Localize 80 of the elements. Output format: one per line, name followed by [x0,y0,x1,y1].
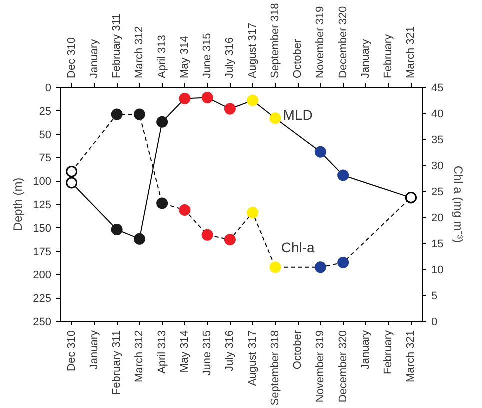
point [111,108,123,120]
y2-tick-label: 15 [432,238,444,250]
category-label: February [382,34,395,78]
category-label: February 311 [111,14,124,78]
x-tick-label: March 312 [134,330,146,382]
category-label: May 314 [178,36,191,78]
point [270,112,282,124]
x-tick-label: March 321 [405,330,418,382]
y-tick-label: 0 [45,82,52,94]
point [134,108,146,120]
point [202,229,214,241]
category-label: October [292,39,304,78]
y2-tick-label: 25 [432,186,444,198]
y2-tick-label: 0 [432,316,438,328]
category-label: December 320 [337,6,350,78]
y-tick-label: 150 [33,222,52,235]
category-label: Dec 310 [66,38,78,78]
x-tick-label: November 319 [314,330,327,403]
x-tick-label: December 320 [337,330,350,403]
category-label: November 319 [314,6,327,78]
y-axis-title: Depth (m) [11,178,26,232]
x-tick-label: October [292,330,304,370]
x-tick-label: May 314 [178,330,191,373]
y-tick-label: 175 [33,246,52,258]
y-tick-label: 125 [33,200,52,212]
category-label: March 321 [405,26,418,78]
category-label: January [88,39,100,78]
y2-tick-label: 40 [432,108,444,120]
y-tick-label: 225 [33,293,52,306]
point [156,198,168,210]
category-label: April 313 [156,35,168,78]
x-tick-label: August 317 [246,330,259,386]
y2-axis-title: Chl a (mg m⁻³) [452,166,466,244]
point [134,233,146,245]
y2-tick-label: 10 [432,264,444,276]
point [338,257,350,268]
x-tick-label: February 311 [111,330,124,396]
point [66,166,78,178]
y-tick-label: 250 [33,316,52,328]
x-tick-label: July 316 [224,330,236,372]
point [338,170,350,182]
point [247,94,259,106]
point [179,92,191,104]
series-label: MLD [283,107,313,124]
y2-tick-label: 5 [432,290,438,302]
category-label: September 318 [269,3,282,78]
y2-tick-label: 20 [432,212,444,224]
x-tick-label: June 315 [202,330,214,376]
category-label: August 317 [246,22,259,78]
y-tick-label: 75 [39,152,52,165]
category-label: January [360,39,372,78]
point [405,192,417,204]
y-tick-label: 25 [39,106,52,118]
point [224,103,236,115]
point [224,234,236,246]
x-tick-label: September 318 [269,330,282,406]
category-label: March 312 [134,26,146,78]
point [247,207,259,219]
y2-tick-label: 35 [432,134,444,146]
x-tick-label: April 313 [156,330,168,374]
y-tick-label: 50 [39,129,52,142]
x-tick-label: January [360,330,372,370]
point [156,116,168,128]
y2-tick-label: 45 [432,82,444,94]
point [202,92,214,104]
point [111,224,123,236]
series-label: Chl-a [281,239,316,256]
y-tick-label: 200 [33,270,52,282]
x-tick-label: January [88,330,100,370]
x-tick-label: February [382,330,395,375]
y-tick-label: 100 [33,176,52,188]
point [314,262,326,274]
point [66,177,78,189]
y2-tick-label: 30 [432,160,444,172]
x-tick-label: Dec 310 [66,330,78,372]
point [270,262,282,274]
point [179,204,191,216]
point [314,146,326,158]
category-label: July 316 [224,38,236,78]
category-label: June 315 [202,33,214,78]
